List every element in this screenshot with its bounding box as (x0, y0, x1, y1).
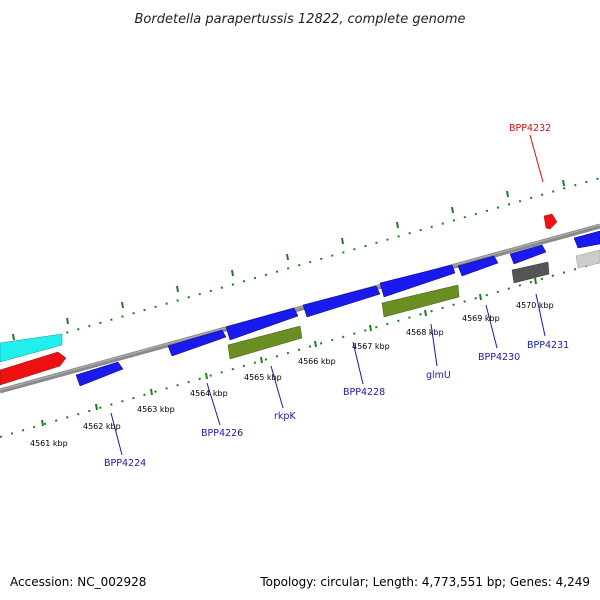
gene-BPP4230-arrow (457, 255, 499, 277)
kbp-label: 4564 kbp (190, 389, 228, 398)
kbp-label: 4567 kbp (352, 342, 390, 351)
kbp-label: 4561 kbp (30, 439, 68, 448)
gene-label-BPP4228: BPP4228 (343, 387, 385, 398)
map-title: Bordetella parapertussis 12822, complete… (135, 12, 466, 27)
gene-blue-arrow-right (573, 230, 600, 249)
kbp-label: 4569 kbp (462, 314, 500, 323)
gene-label-rkpK: rkpK (274, 411, 296, 422)
feature-cyan (0, 333, 63, 363)
major-ticks (41, 277, 537, 427)
gene-label-BPP4224: BPP4224 (104, 458, 146, 469)
feature-track (0, 213, 600, 387)
outer-major-ticks (12, 179, 565, 341)
kbp-label: 4563 kbp (137, 405, 175, 414)
feature-gray (511, 261, 550, 284)
gene-BPP4226-arrow (167, 329, 227, 357)
kbp-labels: 4561 kbp 4562 kbp 4563 kbp 4564 kbp 4565… (30, 301, 554, 448)
inner-tick-ring (0, 261, 600, 438)
gene-label-BPP4230: BPP4230 (478, 352, 520, 363)
kbp-label: 4568 kbp (406, 328, 444, 337)
gene-blue-arrow-4 (302, 285, 381, 318)
genome-summary-text: Topology: circular; Length: 4,773,551 bp… (259, 575, 590, 589)
feature-red (0, 351, 67, 386)
gene-label-BPP4232: BPP4232 (509, 123, 551, 134)
feature-lightgray (575, 249, 600, 269)
gene-label-BPP4226: BPP4226 (201, 428, 243, 439)
kbp-label: 4566 kbp (298, 357, 336, 366)
kbp-label: 4562 kbp (83, 422, 121, 431)
gene-rkpK-bar (227, 325, 303, 360)
kbp-label: 4565 kbp (244, 373, 282, 382)
gene-glmU-bar (381, 284, 460, 318)
backbone (0, 223, 600, 394)
gene-blue-arrow-3 (225, 307, 299, 341)
gene-BPP4232-marker (543, 213, 558, 230)
gene-label-BPP4231: BPP4231 (527, 340, 569, 351)
gene-label-glmU: glmU (426, 370, 451, 381)
gene-BPP4231-arrow (509, 244, 547, 265)
gene-BPP4224-arrow (75, 361, 124, 387)
outer-tick-ring (0, 177, 600, 353)
label-leaders (110, 134, 546, 456)
accession-text: Accession: NC_002928 (10, 575, 146, 589)
gene-blue-arrow-5 (379, 264, 456, 298)
gene-labels: BPP4224 BPP4226 rkpK BPP4228 glmU BPP423… (104, 123, 569, 469)
kbp-label: 4570 kbp (516, 301, 554, 310)
